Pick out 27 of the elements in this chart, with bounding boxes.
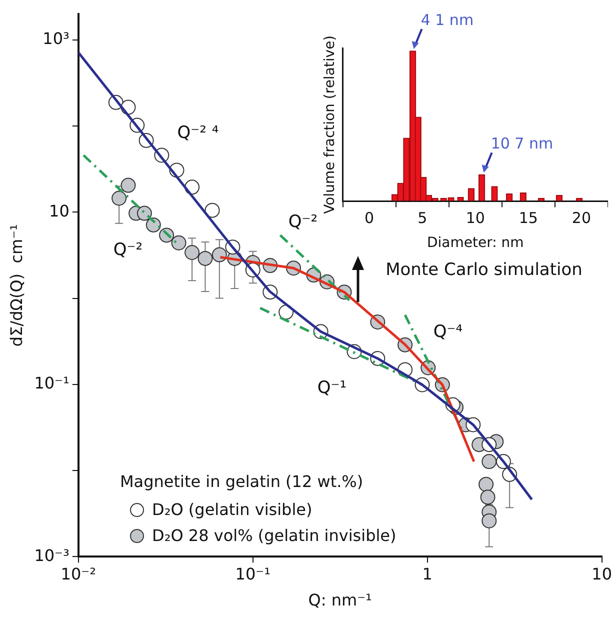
y-tick-label: 10³ bbox=[42, 29, 70, 48]
legend-label: D₂O 28 vol% (gelatin invisible) bbox=[152, 525, 396, 547]
annotation: Q⁻⁴ bbox=[433, 322, 463, 342]
x-tick-label: 10⁻¹ bbox=[235, 564, 270, 584]
annotation: Q⁻¹ bbox=[317, 378, 347, 398]
annotation: Q⁻² bbox=[113, 240, 143, 260]
annotation: Q⁻² bbox=[288, 212, 318, 232]
annotation: Q⁻² ⁴ bbox=[177, 123, 219, 143]
x-tick-label: 0 bbox=[364, 209, 374, 228]
annotation: 4 1 nm bbox=[420, 10, 474, 29]
x-tick-label: 10⁻² bbox=[60, 564, 96, 584]
x-tick-label: 15 bbox=[518, 209, 538, 228]
y-tick-label: 10⁻¹ bbox=[34, 374, 70, 393]
x-tick-label: 20 bbox=[572, 209, 592, 228]
annotation: 10 7 nm bbox=[490, 134, 554, 153]
legend-title: Magnetite in gelatin (12 wt.%) bbox=[120, 471, 364, 493]
y-axis-title: Volume fraction (relative) bbox=[322, 35, 338, 214]
legend-label: D₂O (gelatin visible) bbox=[152, 499, 312, 521]
y-axis-title: dΣ/dΩ(Q) cm⁻¹ bbox=[6, 224, 26, 347]
x-axis-title: Q: nm⁻¹ bbox=[308, 590, 372, 610]
x-tick-label: 5 bbox=[418, 209, 428, 228]
x-tick-label: 1 bbox=[422, 564, 432, 584]
x-axis-title: Diameter: nm bbox=[427, 235, 524, 252]
y-tick-label: 10⁻³ bbox=[34, 546, 70, 565]
x-tick-label: 10 bbox=[592, 564, 612, 584]
x-tick-label: 10 bbox=[466, 209, 485, 228]
annotation: Monte Carlo simulation bbox=[386, 260, 582, 280]
